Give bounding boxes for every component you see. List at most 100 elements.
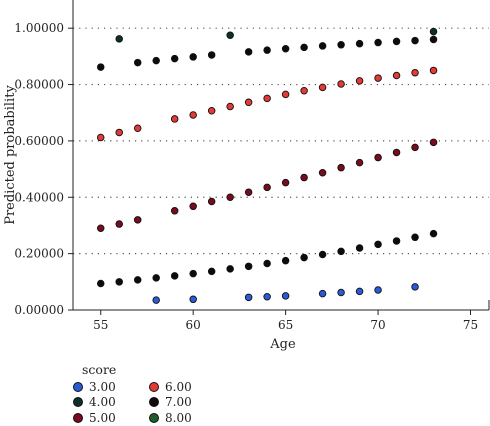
point-score-7-00: [392, 237, 401, 245]
legend-item-score-6-00: 6.00: [149, 379, 192, 395]
point-score-5-00: [392, 148, 401, 157]
point-score-3-00: [318, 289, 327, 298]
point-score-7-00: [429, 229, 438, 238]
point-score-5-00: [207, 197, 216, 206]
point-score-5-00: [429, 138, 438, 147]
legend-marker: [149, 397, 159, 407]
point-score-7-00: [133, 276, 142, 284]
point-score-5-00: [96, 224, 105, 233]
point-score-7-00: [96, 63, 105, 71]
plot-area-background: [73, 0, 489, 310]
x-tick-label: 55: [93, 318, 108, 332]
point-score-7-00: [355, 39, 364, 48]
y-tick-label: 0.80000: [14, 78, 64, 92]
point-score-6-00: [392, 71, 401, 80]
point-score-6-00: [374, 74, 382, 82]
point-score-6-00: [429, 66, 438, 75]
point-score-7-00: [244, 48, 253, 56]
point-score-7-00: [281, 256, 290, 265]
point-score-6-00: [411, 68, 419, 77]
point-score-3-00: [374, 286, 382, 294]
point-score-5-00: [300, 173, 308, 182]
legend-marker: [149, 382, 159, 392]
point-score-6-00: [300, 86, 308, 95]
point-score-4-00: [115, 35, 123, 43]
point-score-7-00: [189, 269, 197, 278]
point-score-6-00: [170, 115, 179, 123]
point-score-7-00: [318, 42, 327, 50]
point-score-7-00: [374, 38, 382, 47]
point-score-5-00: [263, 183, 271, 192]
point-score-5-00: [226, 193, 234, 202]
point-score-7-00: [226, 265, 234, 273]
point-score-7-00: [355, 244, 364, 252]
point-score-7-00: [170, 272, 179, 280]
point-score-7-00: [429, 35, 438, 44]
point-score-5-00: [170, 207, 179, 215]
point-score-7-00: [337, 247, 345, 256]
point-score-3-00: [355, 287, 364, 296]
point-score-6-00: [318, 83, 327, 92]
legend-item-score-8-00: 8.00: [149, 410, 192, 426]
x-ticks: 55 60 65 70 75: [93, 310, 478, 332]
point-score-7-00: [207, 267, 216, 276]
point-score-5-00: [189, 202, 197, 211]
point-score-5-00: [337, 163, 345, 172]
legend-label: 6.00: [165, 380, 192, 394]
point-score-7-00: [96, 279, 105, 288]
point-score-7-00: [337, 41, 345, 49]
point-score-5-00: [133, 216, 142, 224]
point-score-4-00: [226, 31, 234, 39]
point-score-4-00: [429, 27, 438, 36]
legend: score 3.00 4.00 5.00 6.00 7.00 8.00: [73, 362, 273, 425]
point-score-7-00: [374, 240, 382, 249]
gridlines: [73, 27, 489, 255]
chart: 0.00000 0.20000 0.40000 0.60000 0.80000 1.000…: [3, 0, 490, 352]
point-score-6-00: [115, 128, 123, 137]
point-score-7-00: [281, 45, 290, 53]
point-score-6-00: [337, 80, 345, 88]
point-score-3-00: [189, 295, 197, 304]
legend-marker: [73, 413, 83, 423]
point-score-7-00: [300, 253, 308, 262]
legend-label: 7.00: [165, 395, 192, 409]
legend-marker: [73, 397, 83, 407]
point-score-7-00: [170, 54, 179, 63]
point-score-7-00: [207, 51, 216, 59]
point-score-7-00: [133, 58, 142, 67]
legend-label: 4.00: [89, 395, 116, 409]
point-score-7-00: [411, 233, 419, 242]
point-score-6-00: [355, 77, 364, 85]
y-axis-label: Predicted probability: [3, 85, 18, 225]
point-score-6-00: [226, 102, 234, 111]
legend-label: 5.00: [89, 411, 116, 425]
point-score-5-00: [244, 188, 253, 196]
data-points: [96, 27, 438, 304]
x-tick-label: 60: [186, 318, 201, 332]
x-tick-label: 70: [370, 318, 385, 332]
point-score-6-00: [96, 133, 105, 142]
point-score-5-00: [281, 178, 290, 187]
x-tick-label: 65: [278, 318, 293, 332]
legend-item-score-5-00: 5.00: [73, 410, 116, 426]
legend-item-score-7-00: 7.00: [149, 394, 192, 410]
point-score-3-00: [263, 293, 271, 301]
x-tick-label: 75: [463, 318, 478, 332]
point-score-5-00: [374, 153, 382, 162]
point-score-6-00: [244, 98, 253, 107]
point-score-6-00: [281, 90, 290, 99]
point-score-5-00: [411, 143, 419, 152]
legend-title: score: [82, 362, 117, 377]
point-score-3-00: [411, 283, 419, 291]
y-tick-label: 0.40000: [14, 190, 64, 204]
legend-item-score-3-00: 3.00: [73, 379, 116, 395]
point-score-7-00: [263, 259, 271, 268]
point-score-5-00: [355, 158, 364, 167]
legend-item-score-4-00: 4.00: [73, 394, 116, 410]
legend-marker: [73, 382, 83, 392]
point-score-7-00: [411, 36, 419, 45]
legend-marker: [149, 413, 159, 423]
point-score-3-00: [337, 288, 345, 297]
point-score-7-00: [152, 274, 160, 282]
y-ticks: 0.00000 0.20000 0.40000 0.60000 0.80000 1.000…: [14, 21, 73, 317]
